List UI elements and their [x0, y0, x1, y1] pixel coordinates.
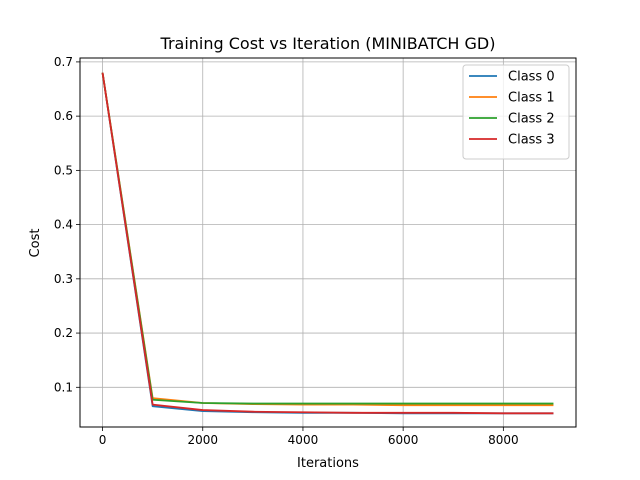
x-tick-label: 6000 [388, 433, 419, 447]
legend-label-class-3: Class 3 [508, 133, 555, 148]
legend: Class 0 Class 1 Class 2 Class 3 [462, 64, 570, 160]
series-line-class-3 [101, 72, 554, 415]
legend-label-class-0: Class 0 [508, 70, 555, 85]
axis-ticks: 0 2000 4000 6000 8000 0.1 0.2 0.3 0.4 0.5 0.6 0.7 [54, 55, 519, 447]
x-axis-label: Iterations [297, 456, 359, 471]
y-tick-label: 0.5 [54, 163, 73, 177]
y-tick-label: 0.7 [54, 55, 73, 69]
legend-label-class-2: Class 2 [508, 112, 555, 127]
chart-title: Training Cost vs Iteration (MINIBATCH GD… [160, 34, 496, 53]
series-lines [101, 72, 554, 415]
x-tick-label: 8000 [488, 433, 519, 447]
axes-frame [79, 57, 577, 428]
x-tick-label: 0 [99, 433, 107, 447]
x-tick-label: 4000 [288, 433, 319, 447]
y-tick-label: 0.1 [54, 380, 73, 394]
y-tick-label: 0.3 [54, 272, 73, 286]
legend-label-class-1: Class 1 [508, 91, 555, 106]
y-axis-label: Cost [28, 229, 43, 258]
series-line-class-2 [101, 72, 554, 405]
legend-box [462, 64, 570, 160]
y-tick-label: 0.2 [54, 326, 73, 340]
y-tick-label: 0.6 [54, 109, 73, 123]
y-tick-label: 0.4 [54, 218, 73, 232]
x-tick-label: 2000 [187, 433, 218, 447]
